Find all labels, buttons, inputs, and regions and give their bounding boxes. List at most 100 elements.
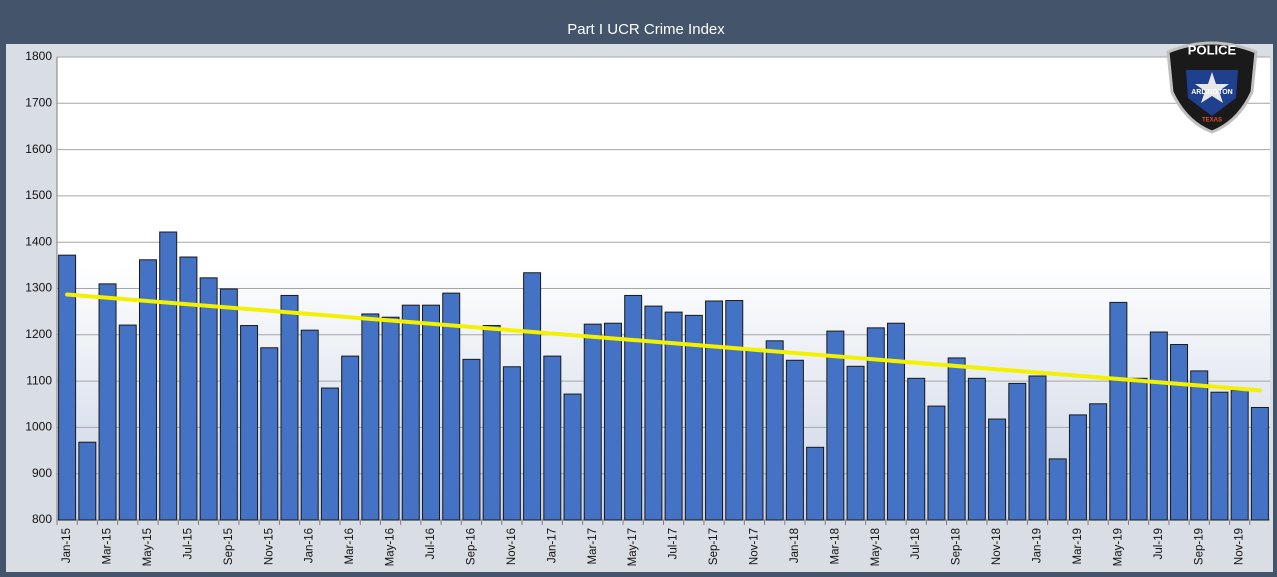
y-tick-label: 900 xyxy=(32,466,52,480)
bar xyxy=(138,259,157,521)
bar xyxy=(1109,301,1128,521)
bar xyxy=(341,355,360,521)
x-tick-label: Sep-17 xyxy=(708,528,720,565)
bar xyxy=(1048,458,1067,521)
bar xyxy=(260,347,279,521)
badge-star xyxy=(1195,72,1229,103)
bar xyxy=(98,283,117,521)
x-tick-label: Nov-18 xyxy=(991,528,1003,565)
bar xyxy=(1190,370,1209,521)
bar xyxy=(361,313,380,521)
bar xyxy=(1250,406,1269,521)
x-tick-label: Jan-16 xyxy=(304,528,316,563)
x-tick-label: Nov-15 xyxy=(263,528,275,565)
bar xyxy=(179,256,198,521)
x-tick-label: Mar-18 xyxy=(829,528,841,564)
y-tick-label: 1800 xyxy=(25,49,52,63)
x-tick-label: Jan-19 xyxy=(1032,528,1044,563)
y-tick-label: 800 xyxy=(32,512,52,526)
bar xyxy=(523,272,542,521)
x-tick-label: Sep-18 xyxy=(951,528,963,565)
bar xyxy=(1129,377,1148,521)
x-tick-label: Jul-16 xyxy=(425,528,437,559)
x-tick-label: Nov-17 xyxy=(749,528,761,565)
bar xyxy=(543,355,562,521)
bar xyxy=(1008,382,1027,521)
bar xyxy=(603,322,622,521)
x-tick-label: Mar-15 xyxy=(102,528,114,564)
bar xyxy=(320,387,339,521)
bar xyxy=(725,300,744,521)
bar xyxy=(1149,331,1168,521)
bar xyxy=(462,358,481,521)
bar xyxy=(1089,403,1108,521)
x-tick-label: Jul-15 xyxy=(182,528,194,559)
bar xyxy=(947,357,966,521)
bar xyxy=(219,288,238,521)
bar xyxy=(745,350,764,521)
bar xyxy=(887,322,905,521)
trend-line xyxy=(65,292,1262,393)
bar xyxy=(1170,344,1189,521)
y-tick-label: 1400 xyxy=(25,234,52,248)
bar xyxy=(684,314,703,521)
y-tick-label: 1200 xyxy=(25,327,52,341)
bar xyxy=(482,325,501,521)
x-tick-label: Nov-16 xyxy=(506,528,518,565)
bar xyxy=(1210,391,1229,521)
bar xyxy=(401,304,420,521)
y-tick-label: 1300 xyxy=(25,281,52,295)
logo: POLICE ARLINGTON TEXAS xyxy=(1166,41,1258,134)
x-tick-label: May-19 xyxy=(1112,528,1124,566)
bar xyxy=(563,393,582,521)
bar xyxy=(765,340,784,521)
x-tick-label: Sep-16 xyxy=(465,528,477,565)
bar xyxy=(240,325,259,521)
x-tick-label: Sep-15 xyxy=(223,528,235,565)
bar xyxy=(988,418,1007,521)
bar xyxy=(846,365,865,521)
x-tick-label: Mar-16 xyxy=(344,528,356,564)
bar xyxy=(280,294,299,521)
bar xyxy=(644,305,663,521)
x-tick-label: May-15 xyxy=(142,528,154,566)
bar xyxy=(58,254,77,521)
bar xyxy=(381,316,400,521)
x-tick-label: Jan-17 xyxy=(546,528,558,563)
x-tick-label: Jul-19 xyxy=(1153,528,1165,559)
bar xyxy=(159,231,178,521)
bar xyxy=(1230,389,1249,521)
bar xyxy=(785,359,804,521)
x-tick-label: Jan-18 xyxy=(789,528,801,563)
x-tick-label: May-18 xyxy=(870,528,882,566)
logo-text: TEXAS xyxy=(1202,118,1222,124)
bar xyxy=(118,324,137,521)
bar xyxy=(705,300,724,521)
bar xyxy=(664,311,683,521)
x-tick-label: Mar-19 xyxy=(1072,528,1084,564)
logo-text: POLICE xyxy=(1188,42,1237,57)
x-tick-label: Sep-19 xyxy=(1193,528,1205,565)
bar xyxy=(442,292,461,521)
bar xyxy=(826,330,845,521)
x-tick-label: May-17 xyxy=(627,528,639,566)
x-tick-label: Mar-17 xyxy=(587,528,599,564)
x-tick-label: Jul-17 xyxy=(668,528,680,559)
x-tick-label: Jan-15 xyxy=(61,528,73,563)
bar xyxy=(907,377,926,521)
y-tick-label: 1000 xyxy=(25,420,52,434)
bar xyxy=(624,294,643,521)
bar xyxy=(422,304,440,521)
bar xyxy=(300,329,319,521)
y-tick-label: 1500 xyxy=(25,188,52,202)
x-tick-label: May-16 xyxy=(385,528,397,566)
bar xyxy=(199,277,218,521)
x-tick-label: Nov-19 xyxy=(1234,528,1246,565)
y-tick-label: 1600 xyxy=(25,142,52,156)
bar xyxy=(583,323,602,521)
bar xyxy=(927,405,946,521)
bar xyxy=(502,366,521,521)
bar xyxy=(967,377,986,521)
x-tick-label: Jul-18 xyxy=(910,528,922,559)
